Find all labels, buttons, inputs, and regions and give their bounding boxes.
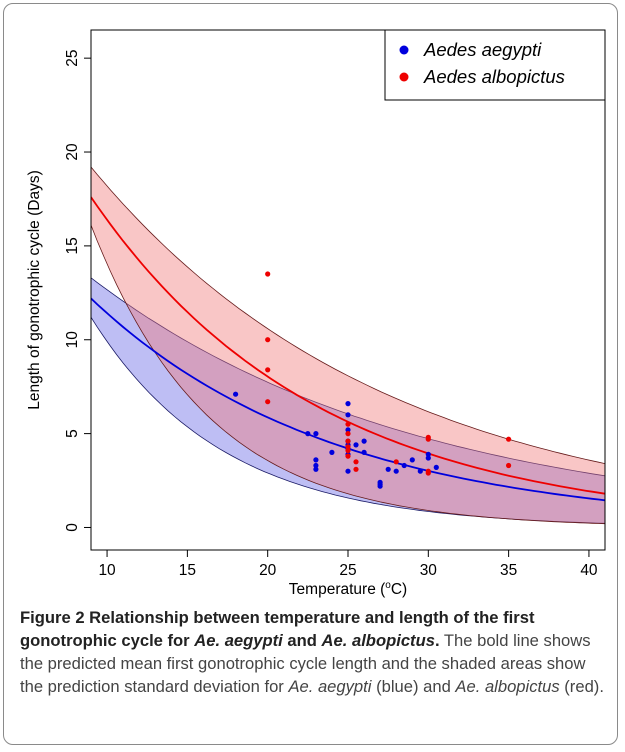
sd-band-albopictus [91,167,605,524]
data-point-aegypti [353,442,359,448]
y-tick-label: 10 [64,331,81,349]
data-point-aegypti [345,401,351,407]
data-point-aegypti [233,391,239,397]
data-point-albopictus [265,367,271,373]
y-tick-label: 15 [64,237,81,254]
data-point-albopictus [506,462,512,469]
data-point-aegypti [401,462,407,469]
data-point-albopictus [345,447,351,454]
legend-label-aegypti: Aedes aegypti [423,39,542,60]
data-point-aegypti [425,451,431,457]
x-tick-label: 20 [259,562,277,579]
data-point-albopictus [425,470,431,476]
data-point-aegypti [361,449,367,455]
x-tick-label: 25 [339,562,356,579]
x-tick-label: 30 [420,562,438,579]
legend-label-albopictus: Aedes albopictus [423,66,565,87]
data-point-aegypti [313,462,319,469]
sd-band-aegypti [91,277,605,524]
data-point-aegypti [433,464,439,470]
data-point-albopictus [345,453,351,459]
data-point-aegypti [417,468,423,474]
data-point-albopictus [265,337,271,343]
data-point-aegypti [425,455,431,461]
data-point-aegypti [305,431,311,437]
figure-frame [3,3,618,745]
y-tick-label: 5 [64,429,81,438]
x-tick-label: 35 [500,562,517,579]
legend-box [384,29,606,101]
data-point-aegypti [393,468,399,474]
y-axis-label: Length of gonotrophic cycle (Days) [26,170,43,410]
data-point-aegypti [313,457,319,463]
x-tick-label: 10 [98,562,116,579]
x-tick-label: 15 [179,562,196,579]
sd-lower-line-albopictus [91,225,605,525]
data-point-aegypti [345,468,351,474]
data-point-aegypti [385,466,391,472]
data-point-aegypti [345,427,351,433]
data-point-aegypti [361,438,367,444]
x-axis-label: Temperature (oC) [289,580,407,598]
chart: 10 15 20 25 30 35 40 0 5 10 15 20 25 Temperature (o… [26,29,606,598]
x-tick-label: 40 [580,562,598,579]
caption-title: Figure 2 Relationship between temperatur… [20,608,535,650]
data-point-aegypti [345,412,351,418]
data-point-albopictus [425,436,431,442]
y-tick-label: 0 [64,523,81,532]
data-point-aegypti [409,457,415,463]
figure-caption: Figure 2 Relationship between temperatur… [20,608,604,696]
y-tick-label: 20 [64,143,81,161]
data-point-albopictus [353,466,359,472]
data-point-albopictus [265,271,271,277]
data-point-aegypti [329,449,335,455]
data-point-albopictus [345,438,351,444]
data-point-albopictus [265,399,271,405]
data-point-albopictus [345,444,351,450]
y-tick-label: 25 [64,50,81,67]
data-point-aegypti [377,483,383,489]
legend-marker-aegypti [399,45,409,55]
data-point-albopictus [345,421,351,427]
data-point-aegypti [313,431,319,437]
legend: Aedes aegypti Aedes albopictus [384,29,606,101]
sd-upper-line-albopictus [91,166,605,464]
data-point-albopictus [506,436,512,442]
legend-marker-albopictus [399,72,409,82]
data-point-aegypti [313,466,319,472]
data-point-albopictus [345,431,351,437]
data-point-albopictus [393,459,399,465]
data-point-albopictus [353,459,359,465]
